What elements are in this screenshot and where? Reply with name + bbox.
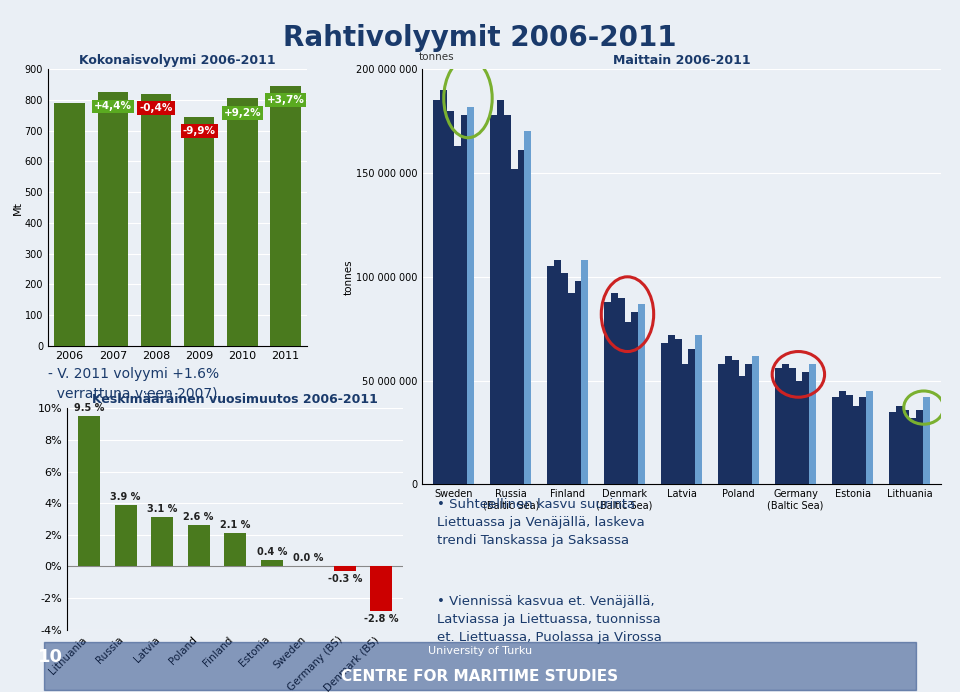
- Title: Kokonaisvolyymi 2006-2011: Kokonaisvolyymi 2006-2011: [80, 54, 276, 66]
- Bar: [261, 560, 282, 567]
- Text: +3,7%: +3,7%: [267, 95, 304, 105]
- Bar: [271, 86, 300, 346]
- Bar: [504, 115, 511, 484]
- Bar: [781, 364, 789, 484]
- Bar: [371, 567, 393, 611]
- Text: • Viennissä kasvua et. Venäjällä,
Latviassa ja Liettuassa, tuonnissa
et. Liettua: • Viennissä kasvua et. Venäjällä, Latvia…: [437, 595, 661, 644]
- Bar: [902, 410, 909, 484]
- Bar: [738, 376, 745, 484]
- Bar: [334, 567, 356, 571]
- Bar: [454, 146, 461, 484]
- Text: University of Turku: University of Turku: [428, 646, 532, 656]
- Text: • Suhteellinen kasvu suurinta
Liettuassa ja Venäjällä, laskeva
trendi Tanskassa : • Suhteellinen kasvu suurinta Liettuassa…: [437, 498, 644, 547]
- Bar: [638, 304, 645, 484]
- Bar: [547, 266, 554, 484]
- Bar: [832, 397, 839, 484]
- Bar: [141, 94, 171, 346]
- Bar: [440, 90, 447, 484]
- Text: -0.3 %: -0.3 %: [327, 574, 362, 584]
- Bar: [916, 410, 924, 484]
- Bar: [695, 335, 702, 484]
- Bar: [582, 260, 588, 484]
- Bar: [491, 115, 497, 484]
- Bar: [574, 281, 582, 484]
- Text: -2.8 %: -2.8 %: [364, 614, 398, 624]
- Bar: [228, 98, 257, 346]
- Bar: [725, 356, 732, 484]
- Bar: [839, 391, 846, 484]
- Text: - V. 2011 volyymi +1.6%
  verrattuna v:een 2007): - V. 2011 volyymi +1.6% verrattuna v:een…: [48, 367, 219, 400]
- Bar: [468, 107, 474, 484]
- Bar: [625, 322, 632, 484]
- Text: 3.1 %: 3.1 %: [147, 504, 178, 514]
- Bar: [846, 395, 852, 484]
- Text: 2.6 %: 2.6 %: [183, 512, 214, 522]
- Bar: [732, 360, 738, 484]
- Text: -9,9%: -9,9%: [182, 126, 216, 136]
- Bar: [497, 100, 504, 484]
- Title: Maittain 2006-2011: Maittain 2006-2011: [612, 54, 751, 66]
- Y-axis label: tonnes: tonnes: [344, 259, 353, 295]
- Bar: [866, 391, 873, 484]
- Bar: [447, 111, 454, 484]
- Bar: [433, 100, 440, 484]
- Bar: [632, 312, 638, 484]
- Text: 0.4 %: 0.4 %: [256, 547, 287, 557]
- Bar: [461, 115, 468, 484]
- Bar: [611, 293, 618, 484]
- Text: 3.9 %: 3.9 %: [110, 491, 141, 502]
- Bar: [604, 302, 611, 484]
- Bar: [675, 339, 682, 484]
- Bar: [55, 103, 84, 346]
- Bar: [803, 372, 809, 484]
- Bar: [78, 416, 100, 567]
- Bar: [909, 418, 916, 484]
- Text: 2.1 %: 2.1 %: [220, 520, 251, 530]
- Bar: [745, 364, 753, 484]
- Text: +9,2%: +9,2%: [224, 108, 261, 118]
- Bar: [775, 368, 781, 484]
- Bar: [114, 504, 136, 567]
- Bar: [554, 260, 561, 484]
- Bar: [517, 150, 524, 484]
- Bar: [661, 343, 668, 484]
- Bar: [789, 368, 796, 484]
- Text: 0.0 %: 0.0 %: [293, 554, 324, 563]
- Bar: [924, 397, 930, 484]
- Title: Keskimääräinen vuosimuutos 2006-2011: Keskimääräinen vuosimuutos 2006-2011: [92, 393, 378, 406]
- Bar: [561, 273, 567, 484]
- Bar: [859, 397, 866, 484]
- Text: CENTRE FOR MARITIME STUDIES: CENTRE FOR MARITIME STUDIES: [342, 668, 618, 684]
- Bar: [718, 364, 725, 484]
- Bar: [511, 169, 517, 484]
- Bar: [618, 298, 625, 484]
- Bar: [188, 525, 209, 567]
- Bar: [809, 364, 816, 484]
- Bar: [796, 381, 803, 484]
- Bar: [688, 349, 695, 484]
- Bar: [682, 364, 688, 484]
- Bar: [852, 406, 859, 484]
- Text: +4,4%: +4,4%: [94, 102, 132, 111]
- Text: Rahtivolyymit 2006-2011: Rahtivolyymit 2006-2011: [283, 24, 677, 52]
- Bar: [98, 92, 128, 346]
- Text: tonnes: tonnes: [419, 53, 454, 62]
- Bar: [184, 117, 214, 346]
- Text: -0,4%: -0,4%: [139, 103, 173, 113]
- Y-axis label: Mt: Mt: [13, 201, 23, 215]
- Bar: [225, 534, 246, 567]
- Bar: [896, 406, 902, 484]
- Text: 9.5 %: 9.5 %: [74, 403, 105, 413]
- Bar: [753, 356, 759, 484]
- Bar: [668, 335, 675, 484]
- Bar: [151, 518, 173, 567]
- Bar: [524, 131, 531, 484]
- Bar: [889, 412, 896, 484]
- Bar: [567, 293, 574, 484]
- Text: 10: 10: [38, 648, 63, 666]
